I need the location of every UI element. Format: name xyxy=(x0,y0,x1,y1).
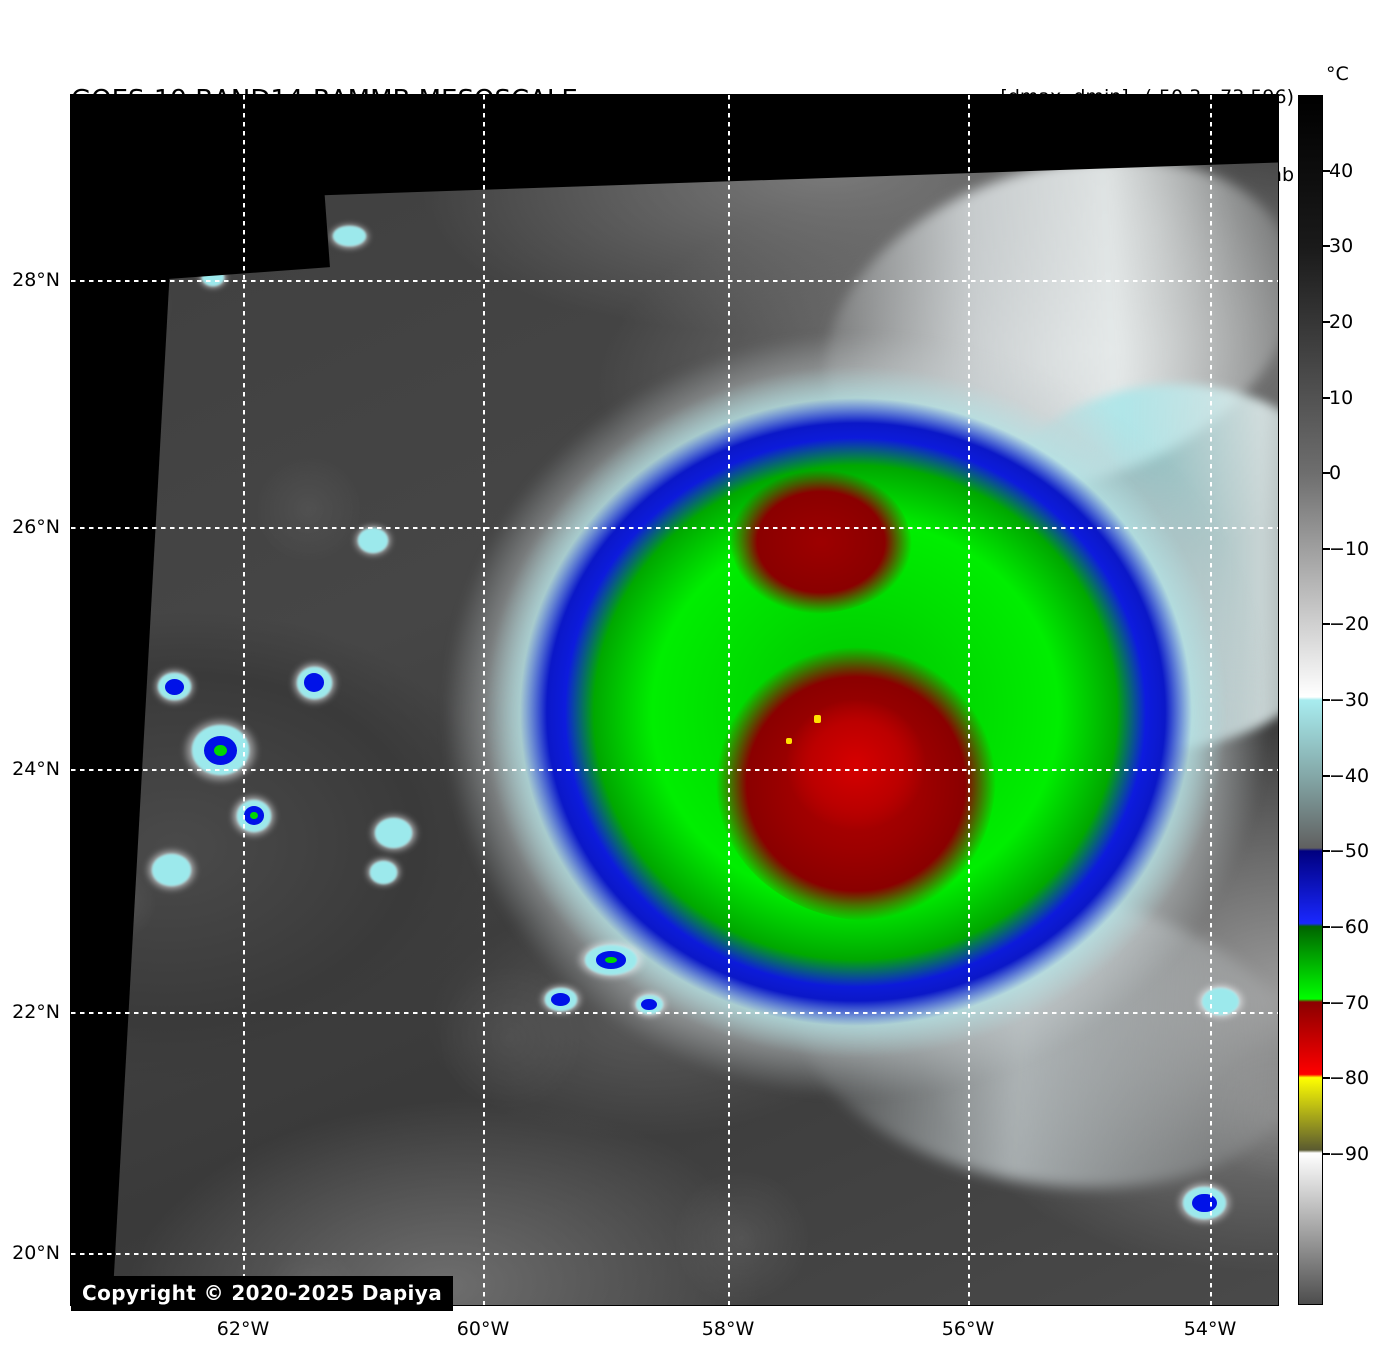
colorbar-tick-mark-9 xyxy=(1323,850,1330,853)
colorbar-tick-mark-6 xyxy=(1323,623,1330,626)
convective-cell-sw-1 xyxy=(575,939,647,981)
cyclone-upper-cold-core xyxy=(729,470,912,615)
colorbar-gradient xyxy=(1299,96,1322,1304)
convective-cell-w-6 xyxy=(352,523,393,558)
colorbar-tick-label-2: 20 xyxy=(1329,310,1354,333)
convective-cell-west-3 xyxy=(152,668,197,706)
colorbar-tick-mark-8 xyxy=(1323,774,1330,777)
colorbar-tick-mark-10 xyxy=(1323,925,1330,928)
gridline-lon-60 xyxy=(483,95,485,1305)
xtick-label-4: 54°W xyxy=(1183,1318,1237,1340)
gridline-lat-20 xyxy=(71,1253,1278,1255)
colorbar-units-label: °C xyxy=(1326,63,1349,85)
convective-cell-w-8 xyxy=(365,857,403,888)
gridline-lat-28 xyxy=(71,280,1278,282)
copyright-badge: Copyright © 2020-2025 Dapiya xyxy=(71,1276,454,1311)
colorbar-tick-label-9: −50 xyxy=(1329,840,1370,863)
gridline-lon-56 xyxy=(968,95,970,1305)
coldest-pixel-marker-2 xyxy=(785,738,792,745)
temperature-colorbar[interactable] xyxy=(1298,95,1323,1305)
convective-cell-se-1 xyxy=(1175,1181,1234,1225)
convective-cell-w-7 xyxy=(144,848,199,893)
colorbar-tick-label-3: 10 xyxy=(1329,386,1354,409)
colorbar-tick-label-11: −70 xyxy=(1329,991,1370,1014)
gridline-lat-24 xyxy=(71,769,1278,771)
gridline-lon-62 xyxy=(243,95,245,1305)
convective-cell-west-1 xyxy=(182,716,260,784)
gridline-lon-54 xyxy=(1210,95,1212,1305)
convective-cell-west-4 xyxy=(290,660,338,705)
convective-cell-nw-1 xyxy=(327,222,372,250)
colorbar-tick-label-13: −90 xyxy=(1329,1142,1370,1165)
tropical-cyclone-gabrielle xyxy=(442,333,1269,1098)
colorbar-tick-mark-3 xyxy=(1323,396,1330,399)
colorbar-tick-label-6: −20 xyxy=(1329,613,1370,636)
colorbar-tick-label-5: −10 xyxy=(1329,537,1370,560)
colorbar-tick-mark-5 xyxy=(1323,547,1330,550)
colorbar-tick-mark-11 xyxy=(1323,1001,1330,1004)
convective-cell-west-2 xyxy=(230,794,278,838)
coldest-pixel-marker-1 xyxy=(813,715,821,724)
colorbar-tick-mark-4 xyxy=(1323,472,1330,475)
ytick-label-1: 26°N xyxy=(12,516,60,538)
cyclone-inner-core xyxy=(785,699,926,830)
colorbar-tick-mark-13 xyxy=(1323,1152,1330,1155)
ytick-label-2: 24°N xyxy=(12,758,60,780)
xtick-label-3: 56°W xyxy=(941,1318,995,1340)
colorbar-tick-label-10: −60 xyxy=(1329,915,1370,938)
xtick-label-1: 60°W xyxy=(456,1318,510,1340)
colorbar-tick-label-8: −40 xyxy=(1329,764,1370,787)
ytick-label-4: 20°N xyxy=(12,1242,60,1264)
colorbar-tick-mark-0 xyxy=(1323,169,1330,172)
ytick-label-0: 28°N xyxy=(12,269,60,291)
colorbar-tick-label-0: 40 xyxy=(1329,159,1354,182)
colorbar-tick-label-7: −30 xyxy=(1329,689,1370,711)
colorbar-tick-label-12: −80 xyxy=(1329,1067,1370,1090)
colorbar-tick-mark-7 xyxy=(1323,699,1330,701)
colorbar-tick-mark-12 xyxy=(1323,1077,1330,1080)
xtick-label-0: 62°W xyxy=(216,1318,270,1340)
convective-cell-west-5 xyxy=(368,812,419,854)
gridline-lat-26 xyxy=(71,527,1278,529)
convective-cell-sw-3 xyxy=(630,991,668,1018)
convective-cell-sw-2 xyxy=(538,984,583,1015)
xtick-label-2: 58°W xyxy=(701,1318,755,1340)
gridline-lat-22 xyxy=(71,1012,1278,1014)
ytick-label-3: 22°N xyxy=(12,1001,60,1023)
satellite-image-plot[interactable] xyxy=(71,95,1278,1305)
colorbar-tick-label-1: 30 xyxy=(1329,235,1354,258)
colorbar-tick-mark-2 xyxy=(1323,320,1330,323)
colorbar-tick-label-4: 0 xyxy=(1329,462,1342,485)
colorbar-tick-mark-1 xyxy=(1323,245,1330,248)
gridline-lon-58 xyxy=(728,95,730,1305)
satellite-scene xyxy=(71,95,1278,1305)
